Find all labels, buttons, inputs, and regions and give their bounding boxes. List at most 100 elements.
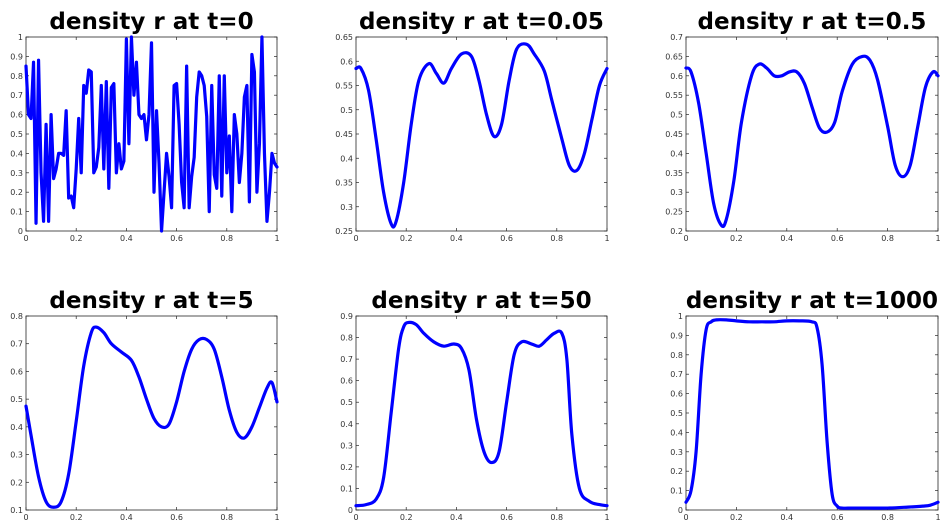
y-tick-label: 0 bbox=[18, 227, 23, 236]
y-tick-label: 0.6 bbox=[10, 111, 23, 120]
y-tick-label: 0.2 bbox=[10, 478, 23, 487]
x-tick-label: 1 bbox=[274, 234, 279, 243]
x-tick-label: 0.8 bbox=[881, 234, 894, 243]
x-tick-label: 0.2 bbox=[730, 234, 743, 243]
y-tick-label: 0.5 bbox=[670, 409, 683, 418]
y-tick-label: 0.3 bbox=[340, 441, 353, 450]
y-tick-label: 0.35 bbox=[665, 169, 683, 178]
y-tick-label: 0.55 bbox=[665, 91, 683, 100]
x-tick-label: 0.6 bbox=[831, 513, 844, 522]
chart-panel-3: density r at t=0.5 0.2 0.25 0.3 0.35 0.4 0.45 0… bbox=[665, 9, 940, 243]
chart-title: density r at t=0.05 bbox=[359, 9, 604, 35]
series-line-1 bbox=[24, 325, 279, 509]
y-tick-label: 0.2 bbox=[670, 227, 683, 236]
y-tick-label: 0.45 bbox=[665, 130, 683, 139]
x-tick-label: 0.8 bbox=[220, 513, 233, 522]
y-tick-label: 0.1 bbox=[10, 506, 23, 515]
x-tick-label: 0.8 bbox=[881, 513, 894, 522]
y-tick-label: 0.25 bbox=[665, 208, 683, 217]
y-tick-label: 0.2 bbox=[670, 467, 683, 476]
x-tick-label: 0 bbox=[23, 234, 28, 243]
x-tick-label: 0 bbox=[23, 513, 28, 522]
y-tick-label: 0.35 bbox=[335, 179, 353, 188]
y-tick-label: 0.6 bbox=[340, 377, 353, 386]
x-tick-label: 0.4 bbox=[450, 234, 463, 243]
y-tick-label: 0.8 bbox=[670, 351, 683, 360]
y-tick-label: 0.6 bbox=[10, 367, 23, 376]
y-tick-label: 0.5 bbox=[340, 398, 353, 407]
y-tick-label: 0.5 bbox=[670, 111, 683, 120]
y-tick-label: 0.3 bbox=[340, 203, 353, 212]
x-tick-label: 0.8 bbox=[220, 234, 233, 243]
y-tick-label: 0.5 bbox=[340, 106, 353, 115]
x-tick-label: 0.8 bbox=[550, 234, 563, 243]
x-tick-label: 0.6 bbox=[170, 234, 183, 243]
chart-title: density r at t=5 bbox=[49, 288, 253, 314]
y-tick-label: 0.7 bbox=[340, 355, 353, 364]
y-tick-label: 0.6 bbox=[340, 57, 353, 66]
y-tick-label: 0.4 bbox=[10, 149, 23, 158]
x-tick-label: 0.2 bbox=[70, 513, 83, 522]
x-tick-label: 0.8 bbox=[550, 513, 563, 522]
axes-box bbox=[685, 36, 939, 232]
x-tick-label: 0 bbox=[683, 513, 688, 522]
y-tick-label: 0.2 bbox=[10, 188, 23, 197]
chart-title: density r at t=50 bbox=[371, 288, 591, 314]
y-tick-label: 1 bbox=[678, 312, 683, 321]
y-tick-label: 0.1 bbox=[10, 208, 23, 217]
chart-panel-6: density r at t=1000 0 0.1 0.2 0.3 0.4 0.5 0.6 0.… bbox=[670, 288, 940, 522]
y-tick-label: 0.8 bbox=[10, 72, 23, 81]
y-tick-label: 1 bbox=[18, 33, 23, 42]
x-tick-label: 0.6 bbox=[500, 513, 513, 522]
x-tick-label: 0 bbox=[353, 234, 358, 243]
y-tick-label: 0.9 bbox=[670, 331, 683, 340]
y-tick-label: 0.4 bbox=[670, 428, 683, 437]
y-tick-label: 0.4 bbox=[670, 149, 683, 158]
x-tick-label: 0.2 bbox=[730, 513, 743, 522]
y-tick-label: 0.8 bbox=[10, 312, 23, 321]
x-tick-label: 0.6 bbox=[500, 234, 513, 243]
axes-box bbox=[355, 36, 608, 232]
chart-panel-4: density r at t=5 0.1 0.2 0.3 0.4 0.5 0.6 0.7 0.8… bbox=[10, 288, 279, 522]
chart-title: density r at t=1000 bbox=[686, 288, 938, 314]
series-line-1 bbox=[354, 320, 609, 508]
y-tick-label: 0.7 bbox=[670, 33, 683, 42]
chart-panel-1: density r at t=0 0 0.1 0.2 0.3 0.4 0.5 0.6 0.7 0.… bbox=[10, 9, 279, 243]
x-tick-label: 0.4 bbox=[780, 513, 793, 522]
x-tick-label: 0.4 bbox=[450, 513, 463, 522]
x-tick-label: 0.4 bbox=[120, 234, 133, 243]
y-tick-label: 0.1 bbox=[670, 487, 683, 496]
chart-panel-5: density r at t=50 0 0.1 0.2 0.3 0.4 0.5 0.6 0.7 0… bbox=[340, 288, 609, 522]
y-tick-label: 0.4 bbox=[340, 420, 353, 429]
x-tick-label: 0.6 bbox=[831, 234, 844, 243]
y-tick-label: 0.9 bbox=[10, 52, 23, 61]
x-tick-label: 0.4 bbox=[120, 513, 133, 522]
y-tick-label: 0.3 bbox=[10, 169, 23, 178]
series-line-1 bbox=[684, 54, 940, 229]
x-tick-label: 0.2 bbox=[400, 234, 413, 243]
y-tick-label: 0.7 bbox=[10, 340, 23, 349]
series-line-1 bbox=[24, 35, 279, 233]
x-tick-label: 0 bbox=[353, 513, 358, 522]
chart-panel-2: density r at t=0.05 0.25 0.3 0.35 0.4 0.45 0.5… bbox=[335, 9, 609, 243]
y-tick-label: 0.7 bbox=[670, 370, 683, 379]
chart-title: density r at t=0 bbox=[49, 9, 253, 35]
x-tick-label: 0.4 bbox=[780, 234, 793, 243]
y-tick-label: 0.45 bbox=[335, 130, 353, 139]
y-tick-label: 0.55 bbox=[335, 82, 353, 91]
y-tick-label: 0.5 bbox=[10, 130, 23, 139]
y-tick-label: 0.4 bbox=[10, 423, 23, 432]
x-tick-label: 0.2 bbox=[400, 513, 413, 522]
x-tick-label: 0.6 bbox=[170, 513, 183, 522]
y-tick-label: 0.9 bbox=[340, 312, 353, 321]
y-tick-label: 0.2 bbox=[340, 463, 353, 472]
y-tick-label: 0.3 bbox=[670, 188, 683, 197]
x-tick-label: 1 bbox=[935, 513, 940, 522]
series-line-1 bbox=[684, 318, 940, 510]
y-tick-label: 0 bbox=[678, 506, 683, 515]
x-tick-label: 0 bbox=[683, 234, 688, 243]
axes-box bbox=[685, 315, 939, 511]
y-tick-label: 0.6 bbox=[670, 390, 683, 399]
y-tick-label: 0.3 bbox=[10, 451, 23, 460]
